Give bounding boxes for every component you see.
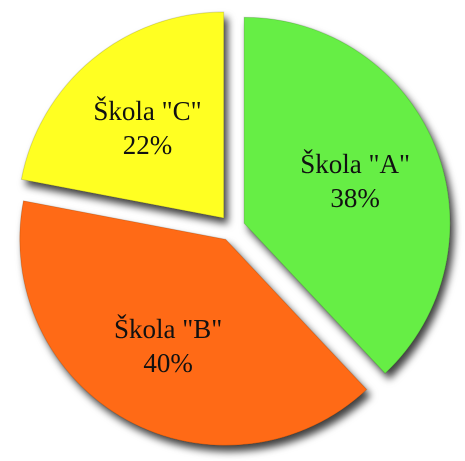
category-label: Škola "C" (93, 96, 201, 126)
slice (20, 11, 225, 219)
slice (19, 200, 368, 446)
slice-label: Škola "C" 22% (93, 96, 201, 160)
category-label: Škola "B" (114, 314, 222, 344)
category-label: Škola "A" (300, 149, 410, 179)
value-label: 22% (123, 130, 173, 160)
value-label: 40% (143, 348, 193, 378)
pie (19, 11, 451, 446)
value-label: 38% (330, 183, 380, 213)
slice (243, 16, 451, 375)
slice-label: Škola "A" 38% (300, 149, 410, 213)
slice-label: Škola "B" 40% (114, 314, 222, 378)
